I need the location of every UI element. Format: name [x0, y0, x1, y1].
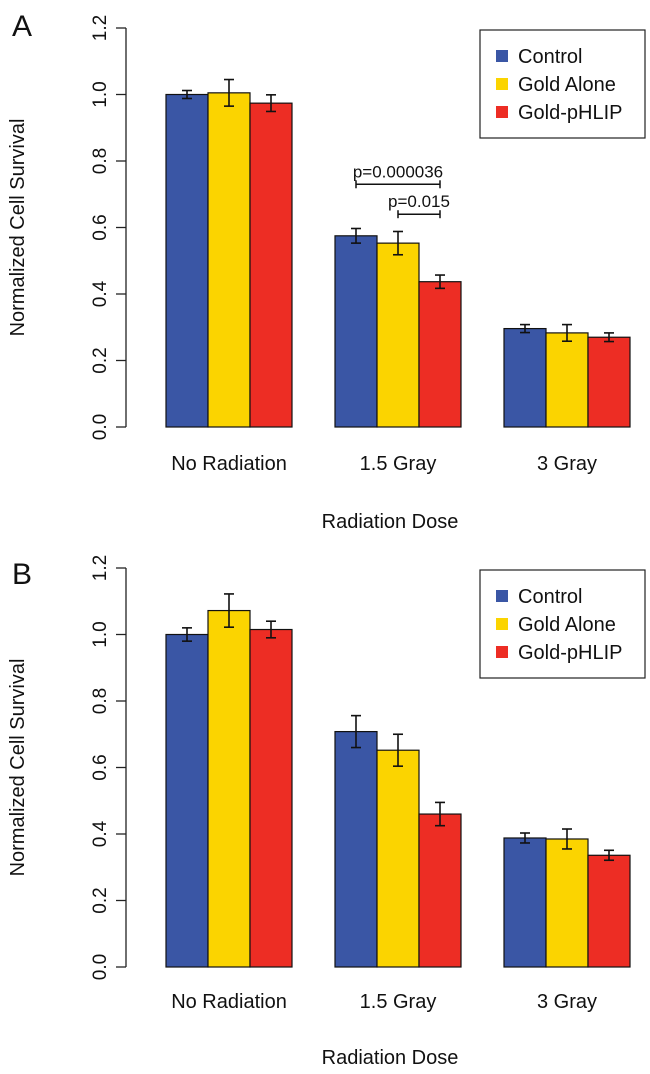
bar — [587, 336, 631, 428]
legend-swatch — [496, 50, 508, 62]
legend-box — [479, 29, 646, 139]
x-tick-label: 1.5 Gray — [360, 991, 437, 1013]
legend-swatch — [496, 646, 508, 658]
bar — [503, 327, 547, 428]
bar — [249, 102, 293, 428]
bar — [418, 281, 462, 428]
bar — [207, 609, 251, 968]
bar — [587, 854, 631, 968]
y-axis-label: Normalized Cell Survival — [7, 659, 29, 877]
bar — [418, 813, 462, 968]
y-tick-label: 1.0 — [90, 621, 111, 647]
legend-label: Control — [518, 586, 582, 608]
x-tick-label: 3 Gray — [537, 453, 597, 475]
y-tick-label: 0.0 — [90, 954, 111, 980]
legend-swatch — [496, 590, 508, 602]
y-tick-label: 0.2 — [90, 347, 111, 373]
x-tick-label: No Radiation — [171, 991, 287, 1013]
bar — [545, 332, 589, 428]
panel-letter: A — [12, 10, 32, 43]
bar — [165, 633, 209, 968]
significance-label: p=0.000036 — [353, 162, 443, 181]
y-tick-label: 0.0 — [90, 414, 111, 440]
y-tick-label: 0.8 — [90, 148, 111, 174]
x-tick-label: 1.5 Gray — [360, 453, 437, 475]
bar — [165, 93, 209, 428]
y-tick-label: 0.8 — [90, 688, 111, 714]
y-tick-label: 0.6 — [90, 214, 111, 240]
panel-letter: B — [12, 558, 32, 591]
y-tick-label: 1.2 — [90, 555, 111, 581]
legend-swatch — [496, 78, 508, 90]
x-axis-label: Radiation Dose — [322, 511, 459, 533]
bar — [207, 92, 251, 428]
bar — [249, 628, 293, 968]
bar — [376, 242, 420, 428]
x-axis-label: Radiation Dose — [322, 1047, 459, 1069]
legend-label: Control — [518, 46, 582, 68]
bar — [503, 837, 547, 968]
legend-label: Gold-pHLIP — [518, 642, 623, 664]
legend-label: Gold Alone — [518, 74, 616, 96]
y-axis-label: Normalized Cell Survival — [7, 119, 29, 337]
significance-label: p=0.015 — [388, 192, 450, 211]
legend-swatch — [496, 106, 508, 118]
bar — [376, 749, 420, 968]
legend-label: Gold-pHLIP — [518, 102, 623, 124]
y-tick-label: 0.4 — [90, 280, 111, 307]
bar — [334, 730, 378, 968]
y-tick-label: 0.4 — [90, 820, 111, 847]
legend-swatch — [496, 618, 508, 630]
y-tick-label: 1.2 — [90, 15, 111, 41]
x-tick-label: No Radiation — [171, 453, 287, 475]
y-tick-label: 1.0 — [90, 81, 111, 107]
y-tick-label: 0.6 — [90, 754, 111, 780]
x-tick-label: 3 Gray — [537, 991, 597, 1013]
legend-label: Gold Alone — [518, 614, 616, 636]
bar — [545, 838, 589, 968]
y-tick-label: 0.2 — [90, 887, 111, 913]
bar — [334, 235, 378, 428]
